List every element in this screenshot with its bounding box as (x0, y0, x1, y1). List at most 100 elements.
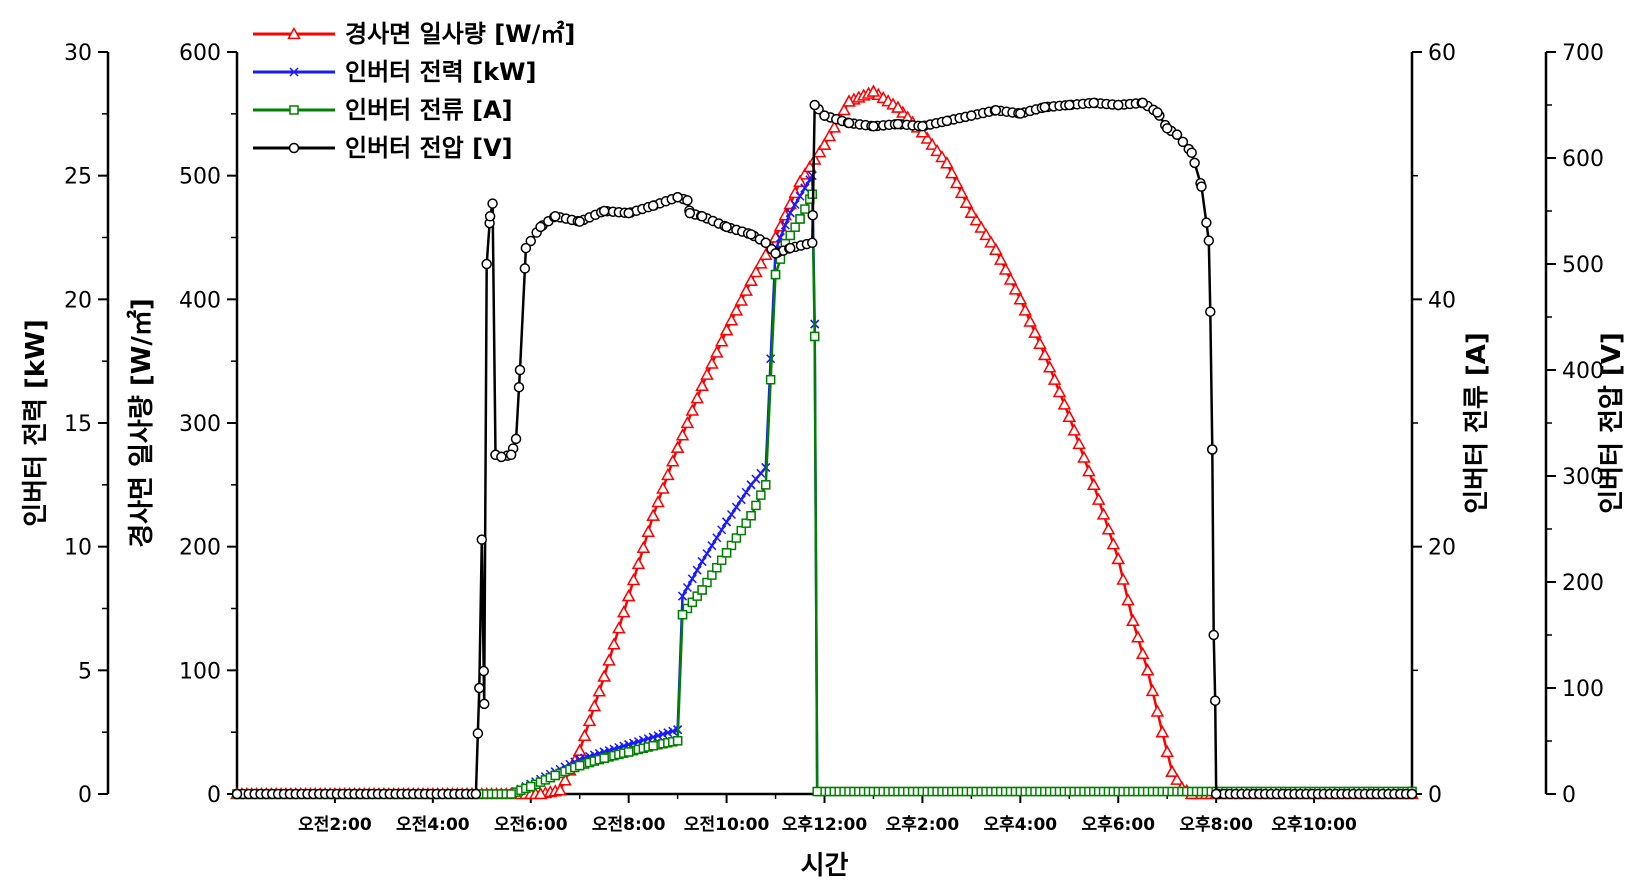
data-point (506, 789, 516, 799)
series-1 (232, 171, 1417, 799)
data-point (731, 502, 741, 512)
data-point (626, 573, 641, 586)
irradiance-tick-label: 200 (179, 536, 221, 561)
series-line (237, 171, 1412, 796)
data-point (741, 487, 751, 497)
data-point (647, 200, 659, 211)
data-point (819, 110, 830, 121)
data-point (1088, 97, 1100, 109)
data-point (1161, 123, 1173, 134)
data-point (827, 120, 842, 133)
data-point (574, 216, 585, 227)
data-point (760, 237, 771, 249)
x-tick-label: 오전10:00 (684, 815, 770, 835)
data-point (1150, 704, 1165, 717)
data-point (736, 525, 747, 536)
data-point (915, 125, 930, 138)
plot-layer (230, 84, 1419, 800)
data-point (746, 511, 756, 521)
x-tick-label: 오후12:00 (782, 814, 868, 835)
data-point (722, 517, 732, 527)
data-point (920, 131, 935, 144)
power-axis-title: 인버터 전력 [kW] (21, 319, 51, 526)
data-point (719, 323, 734, 336)
data-point (682, 582, 692, 593)
x-tick-label: 오전4:00 (396, 815, 470, 835)
power-tick-label: 25 (64, 165, 92, 190)
voltage-tick-label: 400 (1562, 359, 1604, 384)
data-point (520, 242, 532, 254)
irradiance-tick-label: 600 (179, 41, 221, 66)
data-point (1062, 409, 1077, 422)
legend-item: 인버터 전압 [V] (253, 134, 513, 162)
voltage-tick-label: 700 (1562, 41, 1604, 66)
legend-swatch-marker (288, 142, 300, 154)
data-point (734, 293, 749, 306)
current-tick-label: 40 (1428, 288, 1456, 313)
data-point (675, 428, 690, 441)
data-point (940, 156, 954, 169)
data-point (1196, 181, 1207, 192)
series-0 (230, 84, 1419, 800)
data-point (780, 220, 790, 230)
data-point (1008, 282, 1023, 295)
data-point (974, 220, 988, 233)
legend-label: 경사면 일사량 [W/㎡] (345, 20, 575, 48)
data-point (744, 273, 758, 286)
data-point (1152, 107, 1163, 118)
data-point (476, 534, 488, 545)
data-point (721, 221, 732, 233)
current-axis-title: 인버터 전류 [A] (1462, 332, 1492, 514)
legend-label: 인버터 전류 [A] (345, 96, 513, 124)
data-point (1106, 537, 1121, 550)
data-point (731, 533, 742, 543)
data-point (623, 747, 634, 757)
data-point (577, 728, 592, 742)
voltage-axis-title: 인버터 전압 [V] (1597, 332, 1627, 514)
data-point (712, 562, 722, 573)
voltage-tick-label: 300 (1562, 465, 1604, 490)
data-point (690, 391, 704, 404)
x-axis-title: 시간 (801, 851, 849, 881)
data-point (1135, 646, 1150, 659)
legend-swatch-marker (289, 105, 299, 115)
data-point (724, 313, 739, 326)
data-point (682, 195, 693, 206)
data-point (1091, 492, 1106, 505)
data-point (716, 555, 727, 566)
data-point (770, 248, 781, 259)
data-point (696, 211, 708, 222)
data-point (697, 556, 707, 567)
data-point (954, 185, 969, 199)
current-tick-label: 20 (1428, 536, 1456, 561)
data-point (607, 637, 621, 650)
data-point (572, 743, 587, 756)
data-point (597, 669, 611, 682)
legend-label: 인버터 전력 [kW] (345, 58, 536, 86)
data-point (641, 524, 656, 537)
data-point (714, 334, 729, 347)
data-point (665, 454, 680, 467)
data-point (795, 191, 805, 201)
data-point (1205, 306, 1216, 317)
data-point (949, 176, 964, 189)
data-point (478, 665, 489, 677)
data-point (726, 540, 737, 551)
data-point (812, 786, 822, 797)
data-point (1047, 372, 1062, 385)
voltage-tick-label: 600 (1562, 147, 1604, 172)
axes-layer: 오전2:00 오전4:00 오전6:00 오전8:00 오전10:00 오후12:00 오후… (21, 41, 1627, 881)
data-point (661, 467, 675, 481)
data-point (587, 699, 602, 712)
data-point (736, 495, 746, 505)
x-tick-label: 오후10:00 (1271, 814, 1357, 835)
data-point (582, 713, 597, 727)
data-point (648, 732, 658, 742)
data-point (969, 213, 984, 226)
data-point (496, 451, 507, 463)
data-point (670, 440, 685, 453)
data-point (487, 198, 498, 209)
data-point (519, 263, 531, 274)
data-point (710, 345, 724, 358)
